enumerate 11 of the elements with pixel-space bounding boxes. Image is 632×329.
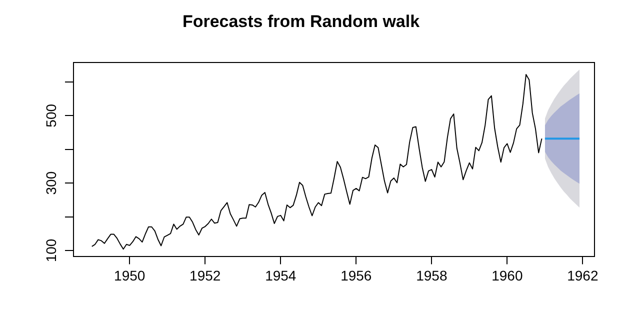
- y-tick-label: 500: [42, 104, 59, 128]
- x-tick-label: 1960: [492, 267, 523, 284]
- x-tick-label: 1952: [190, 267, 221, 284]
- y-tick-label: 300: [42, 171, 59, 195]
- x-tick-label: 1962: [567, 267, 598, 284]
- x-tick-label: 1954: [265, 267, 296, 284]
- x-tick-label: 1950: [114, 267, 146, 284]
- x-tick-label: 1958: [416, 267, 448, 284]
- chart-title: Forecasts from Random walk: [182, 12, 420, 31]
- y-tick-label: 100: [42, 238, 59, 262]
- x-tick-label: 1956: [340, 267, 372, 284]
